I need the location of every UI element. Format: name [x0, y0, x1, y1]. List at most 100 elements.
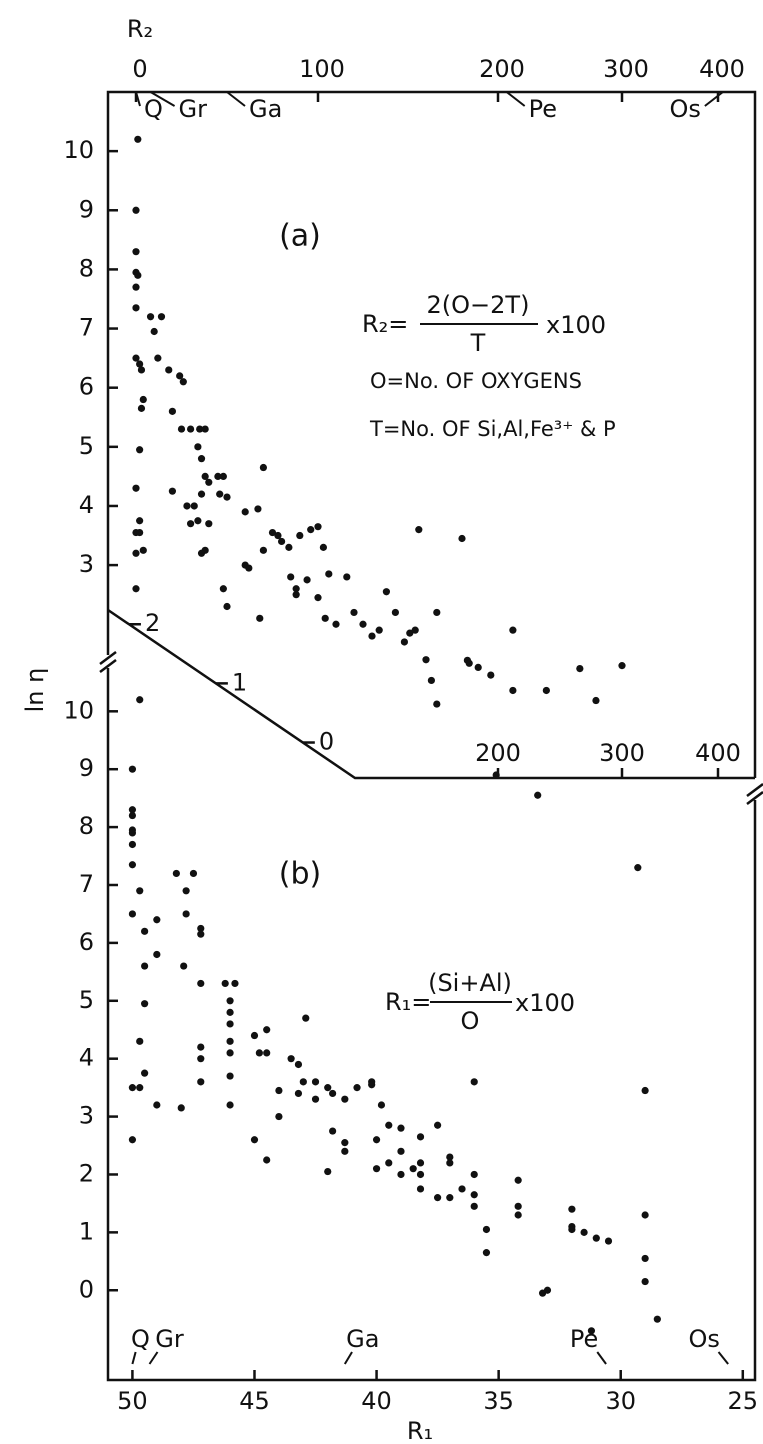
y-tick-label: 4	[79, 491, 94, 519]
data-point	[132, 283, 140, 291]
y-tick-label: 9	[79, 195, 94, 223]
data-point	[592, 1234, 600, 1242]
data-point	[134, 135, 142, 143]
data-point	[391, 608, 399, 617]
annotation-leader	[135, 91, 141, 107]
data-point	[226, 1037, 234, 1045]
x-tick-label: 30	[605, 1387, 636, 1415]
data-point	[542, 686, 550, 695]
data-point	[205, 520, 213, 528]
annotation: Ga	[346, 1325, 379, 1353]
data-point	[592, 696, 600, 705]
data-point	[416, 1170, 425, 1179]
annotation-leader	[717, 1351, 729, 1365]
data-point	[534, 791, 542, 799]
data-point	[132, 585, 140, 593]
y-tick-label: 1	[232, 668, 247, 696]
panel-label: (b)	[279, 857, 321, 892]
data-point	[604, 1237, 613, 1245]
data-point	[470, 1202, 478, 1210]
data-point	[641, 1086, 649, 1095]
data-point	[136, 887, 144, 895]
data-point	[385, 1121, 393, 1129]
data-point	[197, 1078, 205, 1086]
data-point	[128, 1084, 137, 1092]
data-point	[136, 1037, 144, 1045]
data-point	[411, 626, 419, 634]
data-point	[377, 1101, 386, 1109]
data-point	[136, 446, 144, 454]
data-point	[433, 608, 441, 617]
data-point	[176, 372, 184, 380]
data-point	[165, 366, 173, 374]
data-point	[492, 771, 500, 779]
data-point	[368, 1081, 376, 1089]
data-point	[141, 962, 149, 970]
data-point	[128, 806, 137, 814]
data-point	[433, 700, 441, 708]
data-point	[194, 443, 202, 451]
annotation: Q	[144, 95, 163, 123]
data-point	[641, 1211, 649, 1219]
data-point	[177, 425, 186, 433]
data-point	[141, 1000, 149, 1008]
data-point	[268, 528, 277, 537]
data-point	[153, 1101, 161, 1109]
data-point	[132, 354, 140, 362]
data-point	[187, 520, 195, 528]
annotation: Pe	[529, 95, 557, 123]
data-point	[274, 531, 282, 540]
y-tick-label: 10	[63, 696, 94, 724]
data-point	[226, 997, 234, 1005]
data-point	[168, 487, 176, 495]
data-point	[434, 1194, 442, 1202]
data-point	[259, 546, 267, 554]
data-point	[311, 1078, 320, 1086]
data-point	[294, 1089, 303, 1098]
break-mark-left	[99, 659, 117, 673]
frame-left-b	[106, 668, 757, 1382]
y-tick-label: 6	[79, 928, 94, 956]
x-axis-label-bottom: R₁	[407, 1417, 433, 1444]
formula-numerator: 2(O−2T)	[427, 291, 530, 319]
data-point	[197, 490, 206, 498]
data-point	[128, 840, 137, 849]
data-point	[292, 585, 300, 593]
data-point	[580, 1228, 588, 1236]
data-point	[182, 887, 190, 895]
x-axis-label-top: R₂	[127, 15, 153, 43]
data-point	[219, 472, 227, 480]
data-point	[128, 765, 137, 773]
data-point	[314, 523, 322, 531]
data-point	[221, 979, 229, 988]
data-point	[285, 543, 293, 551]
data-point	[446, 1153, 454, 1161]
data-point	[341, 1147, 349, 1155]
data-point	[487, 671, 495, 679]
data-point	[303, 576, 311, 584]
formula-lhs: R₁=	[385, 988, 431, 1016]
data-point	[350, 608, 358, 617]
panel-a-bottom-boundary	[107, 608, 755, 780]
data-point	[397, 1170, 405, 1179]
note: T=No. OF Si,Al,Fe³⁺ & P	[369, 417, 616, 441]
annotation-leader	[226, 91, 246, 107]
data-point	[359, 620, 367, 628]
data-point	[325, 570, 333, 578]
annotation-leader	[148, 1351, 159, 1365]
data-point	[201, 472, 209, 480]
x-tick-label: 50	[117, 1387, 148, 1415]
data-point	[434, 1121, 442, 1129]
y-tick-label: 3	[79, 550, 94, 578]
data-point	[263, 1049, 271, 1057]
data-point	[136, 1084, 144, 1092]
data-point	[226, 1049, 234, 1057]
data-point	[343, 573, 351, 581]
data-point	[226, 1020, 234, 1028]
data-point	[422, 656, 430, 664]
data-point	[150, 327, 158, 336]
x-tick-label: 400	[699, 55, 745, 83]
data-point	[132, 484, 140, 492]
data-point	[287, 1055, 295, 1063]
y-tick-label: 0	[319, 728, 334, 756]
